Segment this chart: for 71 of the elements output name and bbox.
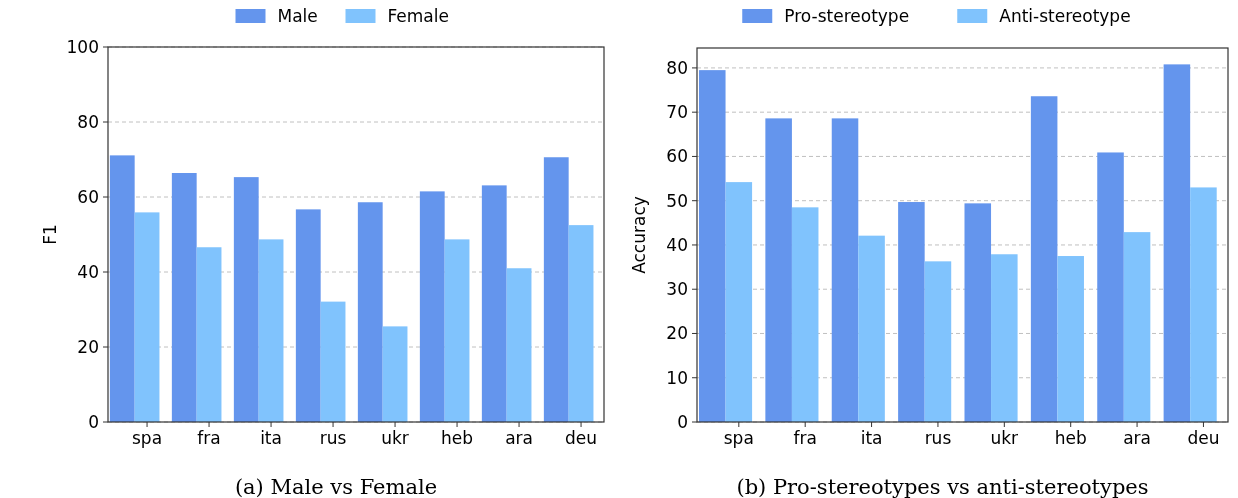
bar <box>831 118 859 422</box>
x-tick-label: ita <box>860 428 883 448</box>
y-tick-label: 40 <box>77 262 99 282</box>
y-tick-label: 20 <box>77 337 99 357</box>
bar <box>698 70 726 422</box>
bar <box>898 202 925 422</box>
y-tick-label: 50 <box>666 190 688 211</box>
x-tick-label: ukr <box>990 428 1019 448</box>
y-axis-title: Accuracy <box>629 196 649 274</box>
bar <box>419 191 445 422</box>
y-tick-label: 80 <box>77 112 99 132</box>
y-tick-label: 40 <box>666 234 688 255</box>
bar <box>444 239 470 422</box>
bar <box>991 254 1018 422</box>
x-tick-label: heb <box>441 428 474 448</box>
y-tick-label: 0 <box>677 412 688 432</box>
bar <box>382 326 408 422</box>
y-tick-label: 80 <box>666 57 688 78</box>
x-tick-label: rus <box>924 428 952 448</box>
bar <box>357 202 383 422</box>
x-tick-label: ara <box>505 428 533 448</box>
legend-label: Male <box>277 6 318 26</box>
bar <box>196 247 222 422</box>
bar <box>233 177 259 422</box>
bar <box>858 235 885 422</box>
text: (a) Male vs Female <box>234 475 438 498</box>
x-tick-label: rus <box>319 428 347 448</box>
bar <box>1190 187 1217 422</box>
x-tick-label: deu <box>565 428 598 448</box>
bar <box>320 301 346 422</box>
bar <box>134 212 160 422</box>
y-tick-label: 0 <box>88 412 99 432</box>
bar <box>964 203 992 422</box>
y-tick-label: 100 <box>66 37 99 57</box>
x-tick-label: deu <box>1187 428 1220 448</box>
legend-label: Female <box>387 6 449 26</box>
y-tick-label: 30 <box>666 279 688 300</box>
y-tick-label: 10 <box>666 367 688 388</box>
y-tick-label: 60 <box>666 146 688 167</box>
legend-label: Pro-stereotype <box>784 6 910 26</box>
bar <box>1057 256 1084 422</box>
x-tick-label: heb <box>1054 428 1087 448</box>
bar <box>506 268 532 422</box>
bar <box>725 182 753 422</box>
legend-label: Anti-stereotype <box>999 6 1131 26</box>
bar <box>791 207 819 422</box>
bar <box>1123 232 1151 422</box>
bar <box>258 239 284 422</box>
bar <box>1030 96 1058 422</box>
bar <box>568 225 594 422</box>
bar <box>481 185 507 422</box>
x-tick-label: ita <box>260 428 282 448</box>
x-tick-label: fra <box>793 428 817 448</box>
y-tick-label: 20 <box>666 323 688 344</box>
text: (b) Pro-stereotypes vs anti-stereotypes <box>736 475 1149 498</box>
bar <box>1163 64 1191 422</box>
x-tick-label: ukr <box>381 428 409 448</box>
y-axis-title: F1 <box>40 224 60 245</box>
y-tick-label: 60 <box>77 187 99 207</box>
bar <box>295 209 321 422</box>
x-tick-label: ara <box>1123 428 1151 448</box>
y-tick-label: 70 <box>666 102 688 123</box>
bar <box>543 157 569 422</box>
bar <box>924 261 952 422</box>
bar <box>109 155 135 422</box>
bar <box>171 173 197 422</box>
bar <box>1097 152 1124 422</box>
x-tick-label: spa <box>723 428 754 448</box>
x-tick-label: spa <box>132 428 163 448</box>
bar <box>765 118 792 422</box>
x-tick-label: fra <box>197 428 221 448</box>
